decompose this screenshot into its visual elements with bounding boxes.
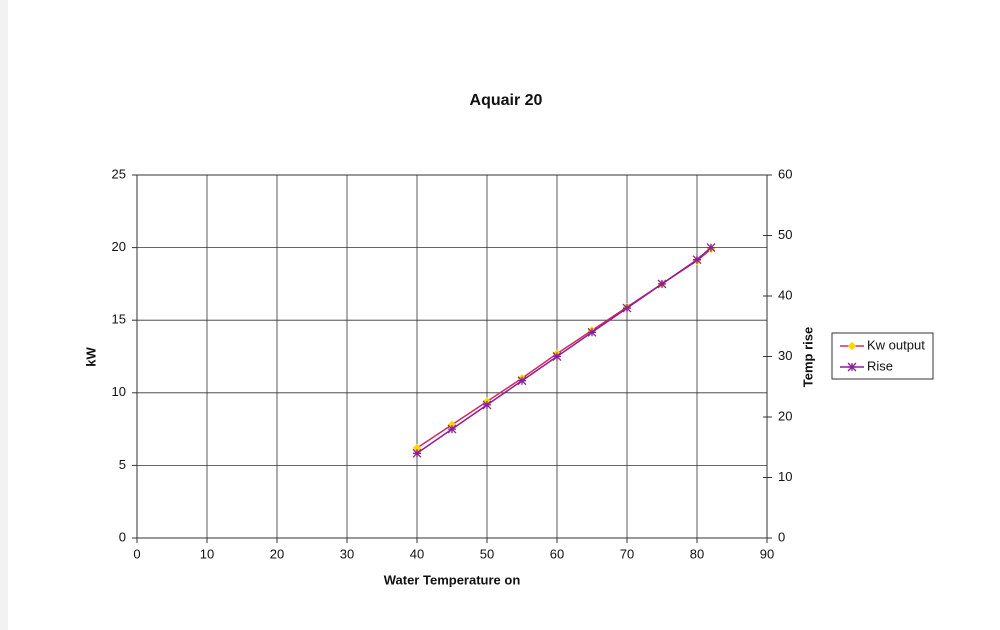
y2-tick-label: 10 bbox=[778, 469, 792, 484]
legend-box bbox=[831, 332, 934, 380]
y2-axis-label: Temp rise bbox=[800, 327, 815, 387]
legend-marker bbox=[847, 341, 857, 351]
x-tick-label: 10 bbox=[200, 546, 214, 561]
y2-tick-label: 50 bbox=[778, 227, 792, 242]
x-axis-label: Water Temperature on bbox=[384, 572, 521, 587]
page-edge bbox=[0, 0, 8, 630]
marker bbox=[447, 424, 457, 434]
y2-tick-label: 30 bbox=[778, 348, 792, 363]
y-axis-label: kW bbox=[83, 347, 98, 367]
marker bbox=[657, 279, 667, 289]
marker bbox=[622, 303, 632, 313]
marker bbox=[517, 376, 527, 386]
marker bbox=[706, 243, 716, 253]
marker bbox=[587, 327, 597, 337]
x-tick-label: 90 bbox=[760, 546, 774, 561]
series-line bbox=[416, 248, 712, 449]
chart-title: Aquair 20 bbox=[470, 92, 543, 109]
legend-label: Kw output bbox=[867, 337, 925, 352]
y-tick-label: 0 bbox=[119, 529, 126, 544]
marker bbox=[692, 255, 702, 265]
marker bbox=[552, 352, 562, 361]
y2-tick-label: 40 bbox=[778, 287, 792, 302]
y2-tick-label: 60 bbox=[778, 166, 792, 181]
y-tick-label: 25 bbox=[112, 166, 126, 181]
legend-label: Rise bbox=[867, 358, 893, 373]
x-tick-label: 20 bbox=[270, 546, 284, 561]
plot-frame bbox=[136, 174, 768, 539]
y-tick-label: 5 bbox=[119, 457, 126, 472]
series-line bbox=[416, 247, 712, 454]
x-tick-label: 0 bbox=[133, 546, 140, 561]
x-tick-label: 30 bbox=[340, 546, 354, 561]
x-tick-label: 60 bbox=[550, 546, 564, 561]
x-tick-label: 70 bbox=[620, 546, 634, 561]
y2-tick-label: 0 bbox=[778, 529, 785, 544]
x-tick-label: 50 bbox=[480, 546, 494, 561]
marker bbox=[412, 448, 422, 458]
y-tick-label: 10 bbox=[112, 384, 126, 399]
y-tick-label: 15 bbox=[112, 312, 126, 327]
marker bbox=[482, 400, 492, 410]
legend-marker bbox=[847, 362, 857, 372]
y2-tick-label: 20 bbox=[778, 408, 792, 423]
x-tick-label: 80 bbox=[690, 546, 704, 561]
x-tick-label: 40 bbox=[410, 546, 424, 561]
y-tick-label: 20 bbox=[112, 239, 126, 254]
